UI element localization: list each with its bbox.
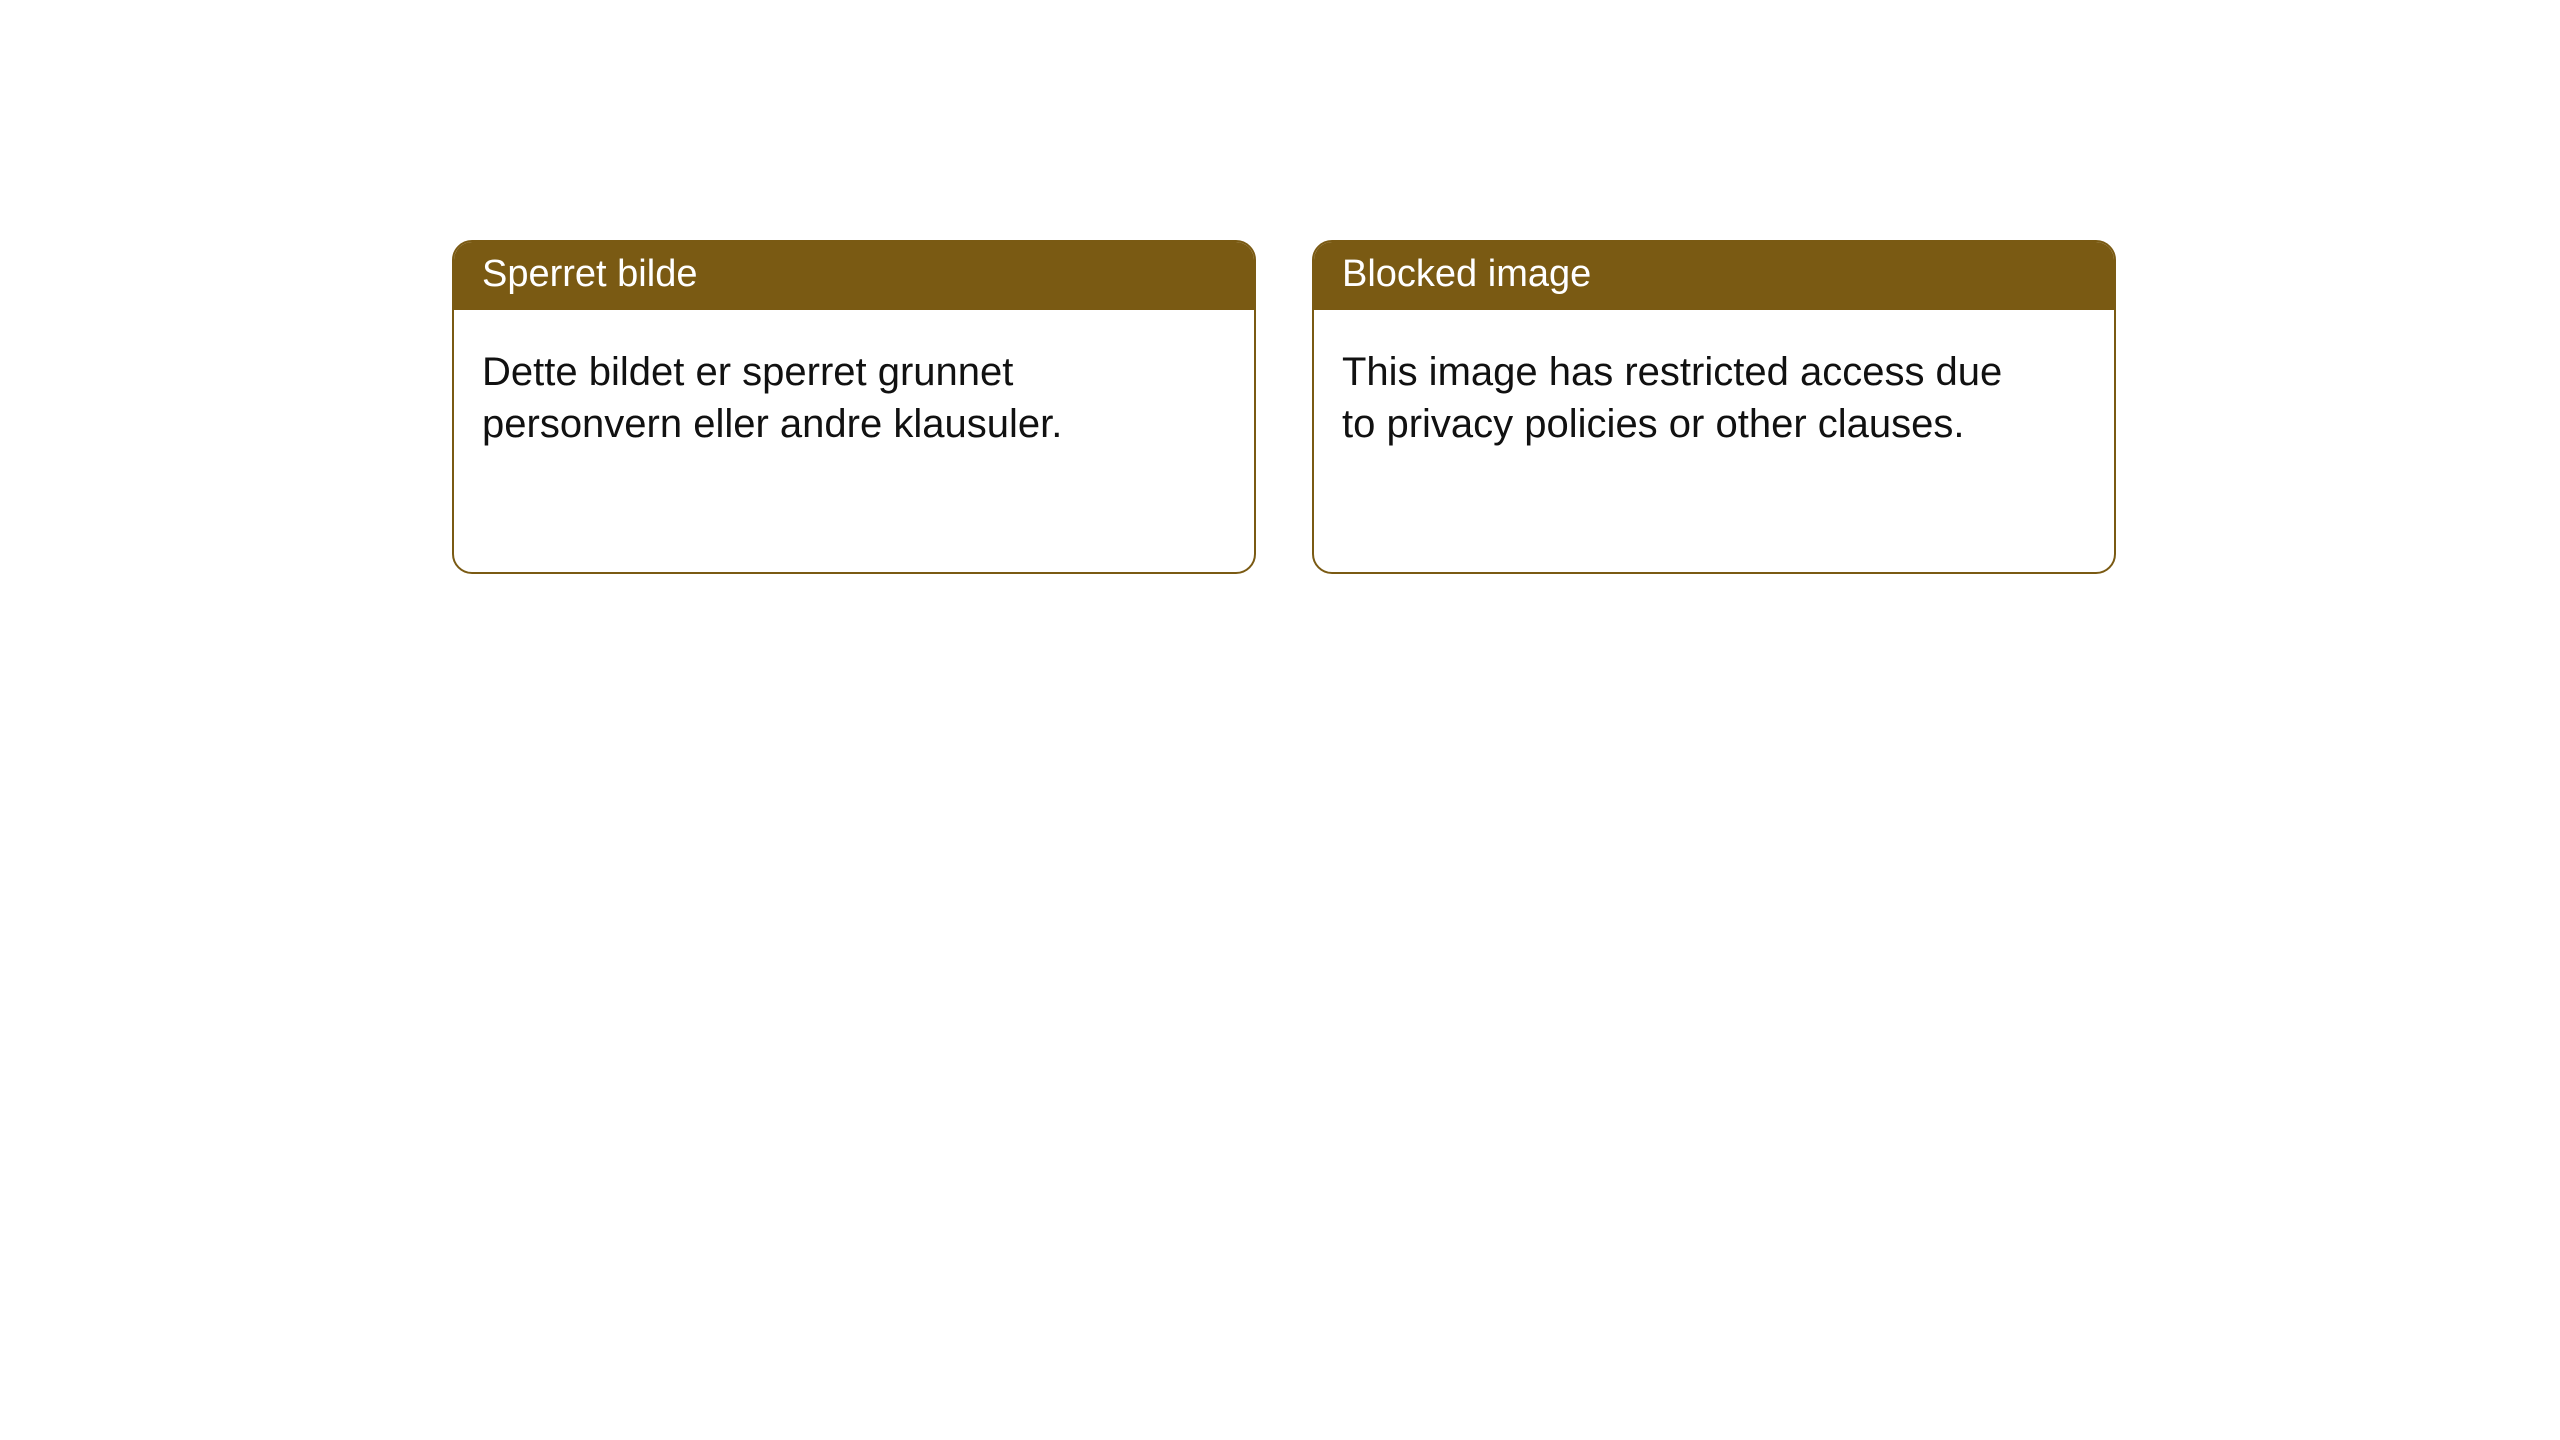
notice-container: Sperret bilde Dette bildet er sperret gr… xyxy=(0,0,2560,574)
card-body-no: Dette bildet er sperret grunnet personve… xyxy=(454,310,1174,478)
card-title-en: Blocked image xyxy=(1314,242,2114,310)
blocked-image-card-no: Sperret bilde Dette bildet er sperret gr… xyxy=(452,240,1256,574)
blocked-image-card-en: Blocked image This image has restricted … xyxy=(1312,240,2116,574)
card-body-en: This image has restricted access due to … xyxy=(1314,310,2034,478)
card-title-no: Sperret bilde xyxy=(454,242,1254,310)
